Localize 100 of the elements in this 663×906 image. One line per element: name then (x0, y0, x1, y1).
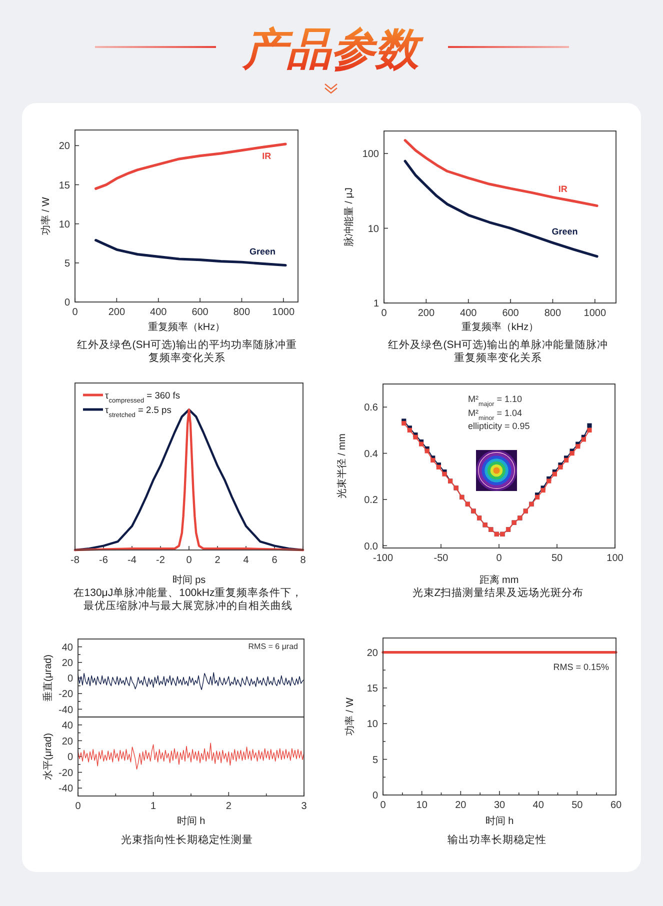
point (570, 450, 574, 456)
chart-title: 产品参数 (241, 25, 424, 74)
x-tick-label: 1000 (584, 308, 606, 319)
y-tick-label: 10 (366, 719, 378, 730)
y-tick-label: 10 (368, 224, 380, 235)
x-tick-label: 2 (226, 801, 232, 812)
x-axis-title: 距离 mm (479, 574, 519, 586)
x-axis-title: 时间 ps (172, 574, 206, 586)
y-axis-title: 光束半径 / mm (336, 434, 348, 498)
x-tick-label: 40 (532, 800, 544, 811)
y-tick-label: 0 (67, 674, 74, 685)
x-tick-label: 50 (572, 800, 584, 811)
point (442, 472, 447, 476)
point (576, 444, 580, 449)
x-tick-label: 0 (496, 553, 502, 564)
text: 在130μJ单脉冲能量、100kHz重复频率条件下，最优压缩脉冲与最大展宽脉冲的自相关曲线 (72, 587, 304, 613)
x-tick-label: 10 (416, 800, 428, 811)
y-axis-title: 功率 / W (40, 196, 52, 235)
y-tick-label: 0.4 (364, 448, 378, 460)
point (540, 488, 546, 493)
y-axis-title: 水平(μrad) (42, 733, 54, 780)
text: 光束Z扫描测量结果及远场光斑分布 (411, 587, 585, 600)
line-series (78, 742, 304, 770)
x-tick-label: 30 (494, 800, 506, 811)
series-label: IR (262, 151, 272, 162)
legend-label: τ$_{stretched}$ = 2.5 ps (105, 405, 172, 418)
point (418, 442, 424, 446)
line-series (94, 142, 287, 190)
line-series (78, 672, 304, 690)
y-tick-label: 0 (64, 298, 70, 309)
y-tick-label: -20 (58, 768, 74, 779)
x-tick-label: 200 (108, 307, 126, 318)
x-tick-label: 200 (418, 308, 435, 319)
y-tick-label: 0.2 (364, 495, 378, 506)
y-tick-label: 15 (58, 180, 70, 192)
y-axis-title: 功率 / W (344, 697, 356, 736)
text: 输出功率长期稳定性 (446, 834, 548, 847)
annotation: RMS = 0.15% (553, 662, 609, 672)
x-tick-label: 0 (186, 555, 192, 566)
line-series (94, 238, 287, 267)
x-tick-label: 0 (75, 801, 82, 812)
x-axis-title: 时间 h (176, 815, 206, 827)
annotation: M²$_{major}$ = 1.10 (468, 394, 522, 408)
x-tick-label: 6 (272, 555, 278, 566)
x-tick-label: 600 (192, 307, 209, 318)
x-tick-label: 50 (551, 553, 563, 564)
point (587, 428, 592, 432)
y-tick-label: 0.6 (364, 402, 378, 414)
x-tick-label: -4 (128, 555, 137, 566)
y-tick-label: 20 (62, 736, 74, 748)
y-tick-label: -40 (58, 784, 74, 795)
line-series (404, 139, 598, 208)
x-axis-title: 重复频率（kHz） (461, 321, 539, 333)
line-series (404, 160, 598, 258)
x-tick-label: 800 (544, 308, 562, 319)
y-tick-label: 0.0 (364, 541, 378, 552)
x-tick-label: 0 (380, 800, 386, 811)
x-tick-label: 1000 (272, 307, 295, 318)
point (546, 478, 552, 484)
x-tick-label: 60 (610, 800, 622, 811)
point (402, 420, 406, 426)
point (581, 437, 586, 442)
x-tick-label: -6 (99, 555, 108, 566)
y-tick-label: 20 (62, 658, 74, 669)
x-tick-label: -2 (156, 555, 166, 566)
text: 红外及绿色(SH可选)输出的单脉冲能量随脉冲重复频率变化关系 (387, 339, 609, 365)
text: 光束指向性长期稳定性测量 (120, 834, 254, 847)
x-tick-label: -8 (70, 555, 80, 566)
x-tick-label: -100 (372, 553, 394, 564)
x-axis-title: 时间 h (485, 815, 514, 827)
x-tick-label: 0 (381, 308, 388, 319)
y-tick-label: 0 (372, 790, 378, 802)
series-label: Green (552, 226, 578, 236)
series-label: IR (558, 184, 568, 194)
y-tick-label: -20 (58, 689, 74, 700)
y-tick-label: 20 (366, 648, 378, 659)
x-tick-label: 4 (243, 555, 250, 566)
x-tick-label: 600 (502, 308, 520, 319)
annotation: RMS = 6 μrad (248, 642, 298, 651)
point (552, 472, 557, 476)
point (430, 458, 436, 463)
y-tick-label: 40 (62, 720, 74, 732)
x-tick-label: 1 (150, 801, 157, 812)
y-axis-title: 脉冲能量 / μJ (343, 187, 355, 247)
y-tick-label: 100 (362, 149, 380, 160)
point (587, 423, 592, 428)
x-axis-title: 重复频率（kHz） (148, 321, 226, 333)
x-tick-label: 400 (150, 307, 168, 318)
annotation: M²$_{minor}$ = 1.04 (468, 408, 522, 422)
y-tick-label: 20 (58, 141, 70, 152)
x-tick-label: -50 (434, 553, 449, 564)
series-label: Green (250, 246, 276, 257)
y-tick-label: 0 (67, 752, 74, 764)
y-tick-label: 5 (64, 258, 70, 270)
annotation: ellipticity = 0.95 (468, 421, 530, 431)
x-tick-label: 8 (300, 555, 306, 566)
y-axis-title: 垂直(μrad) (42, 654, 54, 702)
point (564, 458, 569, 463)
y-tick-label: 15 (366, 684, 378, 695)
x-tick-label: 400 (460, 308, 478, 319)
